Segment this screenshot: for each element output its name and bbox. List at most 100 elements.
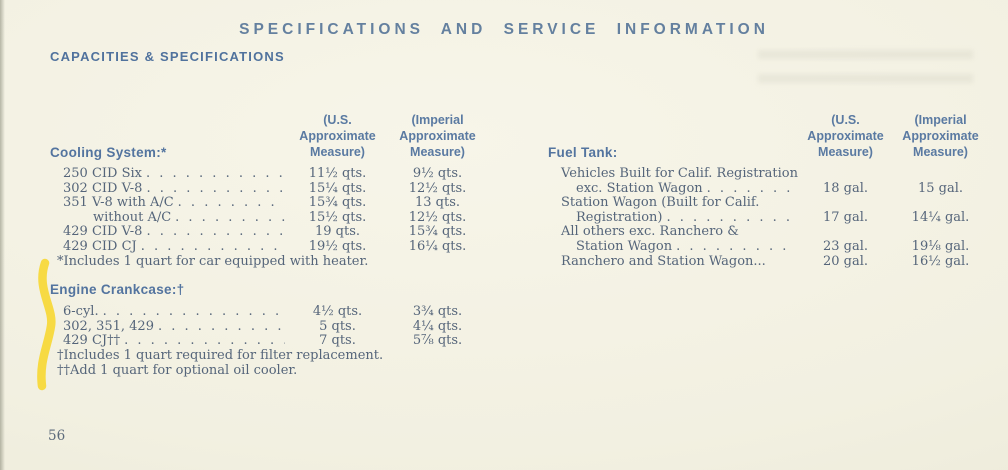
cooling-system-heading: Cooling System:*	[50, 145, 167, 160]
imperial-header-line: Measure)	[410, 145, 465, 159]
dot-leader	[146, 167, 285, 182]
us-value: 15¼ qts.	[308, 180, 367, 196]
page-title: SPECIFICATIONS AND SERVICE INFORMATION	[239, 21, 769, 38]
fuel-tank-table: Fuel Tank: (U.S. Approximate Measure) (I…	[548, 112, 988, 269]
imperial-value: 15¾ qts.	[408, 224, 467, 240]
fuel-tank-heading: Fuel Tank:	[548, 145, 618, 160]
imperial-value: 19⅛ gal.	[911, 238, 970, 254]
row-label: 302 CID V-8	[63, 180, 143, 196]
us-value: 15½ qts.	[308, 209, 367, 225]
imperial-value: 12½ qts.	[408, 209, 467, 225]
crankcase-footnotes: †Includes 1 quart required for filter re…	[50, 347, 490, 378]
dot-leader	[124, 334, 285, 349]
us-value: 7 qts.	[319, 333, 356, 349]
imperial-value: 5⅞ qts.	[412, 333, 463, 349]
imperial-header-line: (Imperial	[411, 113, 464, 127]
imperial-value: 13 qts.	[414, 195, 461, 211]
us-value: 20 gal.	[822, 253, 869, 269]
yellow-highlighter-mark	[37, 258, 56, 391]
row-label: without A/C	[93, 209, 172, 225]
row-label: 250 CID Six	[63, 166, 142, 181]
us-value: 19 qts.	[314, 224, 361, 240]
imperial-header-line: (Imperial	[914, 113, 967, 127]
dot-leader	[707, 182, 793, 197]
column-header-row-right: Fuel Tank: (U.S. Approximate Measure) (I…	[548, 112, 988, 160]
imperial-header-line: Approximate	[902, 129, 979, 143]
row-label: All others exc. Ranchero &	[561, 224, 739, 240]
row-spacer	[766, 255, 798, 270]
imperial-value: 9½ qts.	[412, 166, 463, 181]
spec-row: Vehicles Built for Calif. Registration	[548, 166, 988, 182]
spec-row: 351 V-8 with A/C 15¾ qts. 13 qts.	[50, 196, 490, 211]
capacities-table-left: Cooling System:* (U.S. Approximate Measu…	[50, 112, 490, 378]
spec-row: Station Wagon 23 gal. 19⅛ gal.	[548, 238, 988, 255]
row-label: Station Wagon	[576, 238, 673, 254]
spec-row: 6-cyl. 4½ qts. 3¾ qts.	[50, 305, 490, 320]
spec-row: 302, 351, 429 5 qts. 4¼ qts.	[50, 318, 490, 335]
spec-row: 429 CID V-8 19 qts. 15¾ qts.	[50, 225, 490, 240]
row-label: 429 CJ††	[63, 333, 121, 349]
us-value: 19½ qts.	[308, 238, 367, 254]
imperial-value: 3¾ qts.	[412, 304, 463, 320]
imperial-value: 12½ qts.	[408, 180, 467, 196]
dot-leader	[146, 225, 285, 240]
capacities-heading: CAPACITIES & SPECIFICATIONS	[50, 49, 285, 64]
dot-leader	[178, 196, 285, 211]
dot-leader	[158, 320, 285, 335]
highlighter-stroke	[37, 258, 56, 391]
column-header-row-left: Cooling System:* (U.S. Approximate Measu…	[50, 112, 490, 160]
row-label: 302, 351, 429	[63, 318, 154, 334]
spec-row: 250 CID Six 11½ qts. 9½ qts.	[50, 166, 490, 182]
spec-row: All others exc. Ranchero &	[548, 225, 988, 240]
us-value: 5 qts.	[319, 318, 356, 334]
us-value: 11½ qts.	[308, 166, 367, 181]
us-value: 23 gal.	[822, 238, 869, 254]
us-header-line: Approximate	[299, 129, 376, 143]
footnote: †Includes 1 quart required for filter re…	[57, 347, 384, 363]
row-label: Ranchero and Station Wagon...	[561, 253, 766, 269]
dot-leader	[676, 240, 793, 255]
imperial-value: 15 gal.	[917, 180, 964, 196]
cooling-system-rows: 250 CID Six 11½ qts. 9½ qts. 302 CID V-8 15¼…	[50, 166, 490, 255]
spec-row: exc. Station Wagon 18 gal. 15 gal.	[548, 180, 988, 197]
cooling-footnote: *Includes 1 quart for car equipped with …	[57, 253, 369, 269]
dot-leader	[103, 305, 285, 320]
spec-row: Registration) 17 gal. 14¼ gal.	[548, 209, 988, 226]
spec-row: 429 CJ†† 7 qts. 5⅞ qts.	[50, 334, 490, 349]
us-header-line: Approximate	[807, 129, 884, 143]
row-label: Station Wagon (Built for Calif.	[561, 195, 760, 211]
dot-leader	[175, 211, 285, 226]
us-value: 15¾ qts.	[308, 195, 367, 211]
imperial-value: 14¼ gal.	[911, 209, 970, 225]
imperial-value: 4¼ qts.	[412, 318, 463, 334]
row-label: Vehicles Built for Calif. Registration	[561, 166, 798, 181]
dot-leader	[146, 182, 285, 197]
row-label: 351 V-8 with A/C	[63, 195, 174, 211]
us-header-line: Measure)	[818, 145, 873, 159]
row-label: exc. Station Wagon	[576, 180, 703, 196]
spec-row: 302 CID V-8 15¼ qts. 12½ qts.	[50, 180, 490, 197]
dot-leader	[666, 211, 793, 226]
page-show-through	[758, 50, 973, 94]
us-value: 17 gal.	[822, 209, 869, 225]
engine-crankcase-heading: Engine Crankcase:†	[50, 282, 185, 298]
imperial-value: 16½ gal.	[911, 253, 970, 269]
us-header-line: (U.S.	[831, 113, 860, 127]
imperial-header-line: Measure)	[913, 145, 968, 159]
us-value: 4½ qts.	[312, 304, 363, 320]
row-label: Registration)	[576, 209, 663, 225]
spec-row: without A/C 15½ qts. 12½ qts.	[50, 209, 490, 226]
row-label: 429 CID CJ	[63, 238, 137, 254]
engine-crankcase-rows: 6-cyl.4½ qts.3¾ qts.302, 351, 4295 qts.4…	[50, 305, 490, 349]
footnote: ††Add 1 quart for optional oil cooler.	[57, 362, 298, 378]
us-header-line: Measure)	[310, 145, 365, 159]
spec-row: 429 CID CJ 19½ qts. 16¼ qts.	[50, 238, 490, 255]
imperial-header-line: Approximate	[399, 129, 476, 143]
row-label: 6-cyl.	[63, 304, 99, 320]
us-value: 18 gal.	[822, 180, 869, 196]
spec-row: Station Wagon (Built for Calif.	[548, 196, 988, 211]
row-label: 429 CID V-8	[63, 224, 143, 240]
us-header-line: (U.S.	[323, 113, 352, 127]
page-number: 56	[48, 428, 66, 444]
